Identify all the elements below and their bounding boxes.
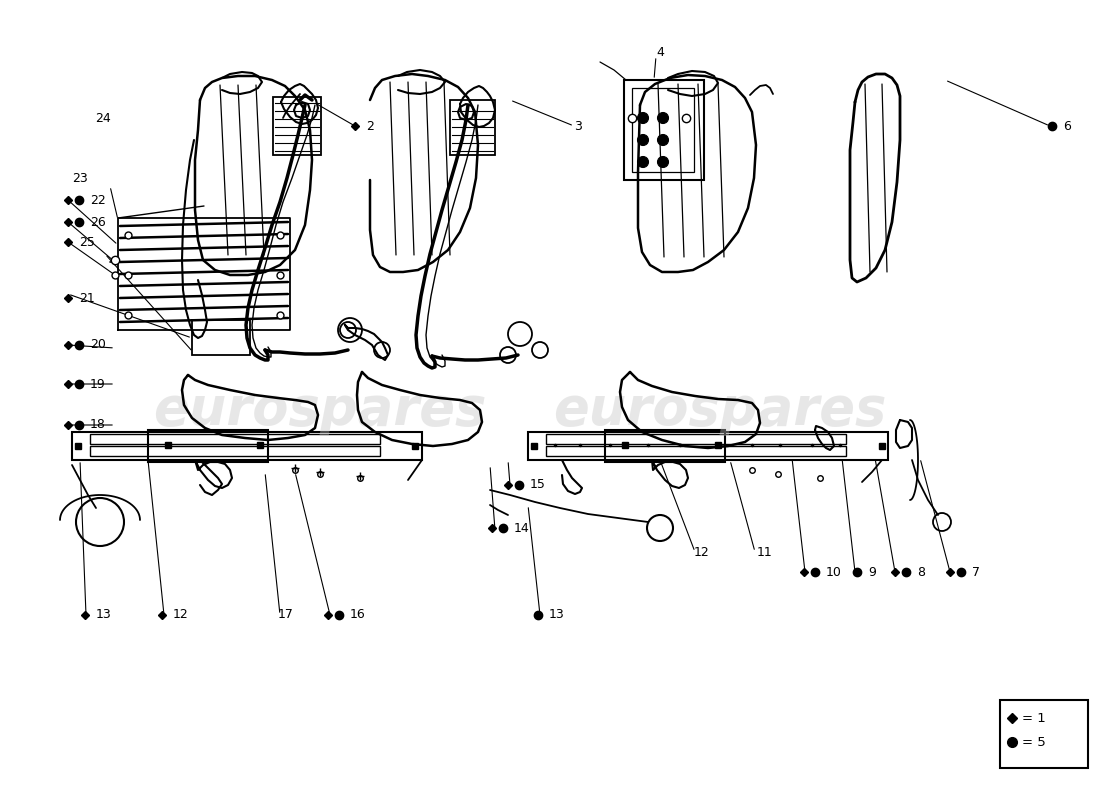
Text: 7: 7 (972, 566, 980, 578)
Circle shape (647, 515, 673, 541)
Text: 23: 23 (72, 171, 88, 185)
Circle shape (638, 113, 649, 123)
Circle shape (658, 113, 669, 123)
Bar (273, 97, 321, 155)
Text: 13: 13 (549, 609, 564, 622)
Bar (90, 434, 379, 444)
Text: eurospares: eurospares (153, 384, 486, 436)
Text: 11: 11 (757, 546, 772, 558)
Text: = 5: = 5 (1022, 735, 1046, 749)
Text: 21: 21 (79, 291, 95, 305)
Text: 2: 2 (366, 119, 374, 133)
Circle shape (638, 157, 649, 167)
Bar (90, 446, 379, 456)
Bar (72, 432, 422, 460)
Bar (450, 100, 495, 155)
Text: 8: 8 (917, 566, 925, 578)
Bar (1000, 700, 1088, 768)
Bar (632, 88, 694, 172)
Text: 22: 22 (90, 194, 106, 206)
Text: 4: 4 (656, 46, 664, 58)
Text: 19: 19 (90, 378, 106, 390)
Text: 20: 20 (90, 338, 106, 351)
Text: = 1: = 1 (1022, 711, 1046, 725)
Text: 13: 13 (96, 609, 112, 622)
Circle shape (658, 157, 669, 167)
Text: 12: 12 (694, 546, 710, 558)
Text: 15: 15 (530, 478, 546, 491)
Text: 18: 18 (90, 418, 106, 431)
Text: 10: 10 (826, 566, 842, 578)
Text: 25: 25 (79, 235, 95, 249)
Text: 12: 12 (173, 609, 189, 622)
Text: 3: 3 (574, 119, 582, 133)
Text: 26: 26 (90, 215, 106, 229)
Text: 9: 9 (868, 566, 876, 578)
Text: 24: 24 (95, 111, 111, 125)
Bar (624, 80, 704, 180)
Text: 14: 14 (514, 522, 530, 534)
Bar (528, 432, 888, 460)
Bar (546, 434, 846, 444)
Circle shape (658, 134, 669, 146)
Text: eurospares: eurospares (553, 384, 887, 436)
Text: 16: 16 (350, 609, 365, 622)
Bar (148, 430, 268, 462)
Text: 17: 17 (278, 609, 294, 622)
Circle shape (638, 134, 649, 146)
Bar (192, 320, 250, 355)
Bar (605, 430, 725, 462)
Text: 6: 6 (1063, 119, 1071, 133)
Bar (546, 446, 846, 456)
